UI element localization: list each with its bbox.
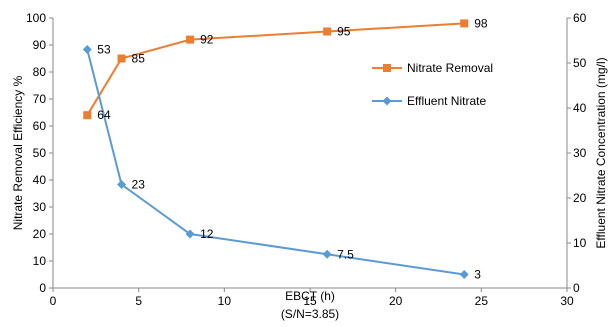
effluent-nitrate-data-label: 3 (474, 268, 481, 282)
effluent-nitrate-point (459, 270, 469, 279)
x-tick-label: 25 (475, 294, 489, 308)
nitrate-removal-data-label: 92 (200, 33, 214, 47)
y-left-tick-label: 50 (33, 146, 47, 160)
legend-nitrate-removal-marker (383, 64, 391, 72)
y-axis-left-title: Nitrate Removal Efficiency % (11, 75, 25, 230)
y-right-tick-label: 40 (573, 101, 587, 115)
y-right-tick-label: 50 (573, 56, 587, 70)
x-tick-label: 15 (303, 294, 317, 308)
y-right-tick-label: 0 (573, 281, 580, 295)
effluent-nitrate-data-label: 12 (200, 227, 214, 241)
nitrate-removal-data-label: 85 (132, 52, 146, 66)
x-tick-label: 30 (560, 294, 574, 308)
y-axis-right-title: Effluent Nitrate Concentration (mg/l) (594, 57, 608, 248)
nitrate-removal-point (460, 19, 469, 28)
effluent-nitrate-data-label: 7.5 (337, 247, 354, 261)
effluent-nitrate-data-label: 53 (97, 43, 111, 57)
x-axis-title: EBCT (h) (285, 289, 335, 303)
y-left-tick-label: 10 (33, 254, 47, 268)
series-layer (82, 19, 469, 279)
nitrate-removal-data-label: 98 (474, 16, 488, 30)
x-tick-label: 0 (50, 294, 57, 308)
nitrate-removal-data-label: 95 (337, 25, 351, 39)
y-right-tick-label: 30 (573, 146, 587, 160)
effluent-nitrate-data-label: 23 (132, 178, 146, 192)
legend-effluent-nitrate-label: Effluent Nitrate (407, 94, 486, 108)
y-left-tick-label: 100 (26, 11, 46, 25)
x-axis-subtitle: (S/N=3.85) (281, 307, 339, 321)
nitrate-removal-point (323, 27, 332, 36)
effluent-nitrate-point (322, 249, 332, 259)
y-left-tick-label: 20 (33, 227, 47, 241)
nitrate-removal-point (83, 111, 92, 120)
effluent-nitrate-point (117, 180, 127, 189)
y-right-tick-label: 20 (573, 191, 587, 205)
y-left-tick-label: 0 (39, 281, 46, 295)
data-labels: 64 85 92 95 98 53 23 12 7.5 3 (97, 16, 488, 281)
tick-labels: 0 5 10 15 20 25 300102030405060708090100010203… (26, 11, 587, 308)
y-left-tick-label: 40 (33, 173, 47, 187)
effluent-nitrate-point (82, 45, 92, 54)
x-tick-label: 20 (389, 294, 403, 308)
nitrate-removal-point (117, 54, 126, 63)
axes (49, 17, 571, 292)
x-tick-label: 10 (218, 294, 232, 308)
y-left-tick-label: 30 (33, 200, 47, 214)
legend-nitrate-removal-label: Nitrate Removal (407, 61, 493, 75)
effluent-nitrate-point (185, 229, 195, 239)
x-tick-label: 5 (135, 294, 142, 308)
y-left-tick-label: 90 (33, 38, 47, 52)
legend: Nitrate Removal Effluent Nitrate (372, 61, 493, 108)
y-left-tick-label: 60 (33, 119, 47, 133)
legend-effluent-nitrate-marker (382, 96, 392, 106)
y-right-tick-label: 60 (573, 11, 587, 25)
nitrate-removal-data-label: 64 (97, 108, 111, 122)
nitrate-removal-point (186, 35, 195, 44)
y-right-tick-label: 10 (573, 236, 587, 250)
effluent-nitrate-line (86, 49, 465, 276)
y-left-tick-label: 70 (33, 92, 47, 106)
y-left-tick-label: 80 (33, 65, 47, 79)
